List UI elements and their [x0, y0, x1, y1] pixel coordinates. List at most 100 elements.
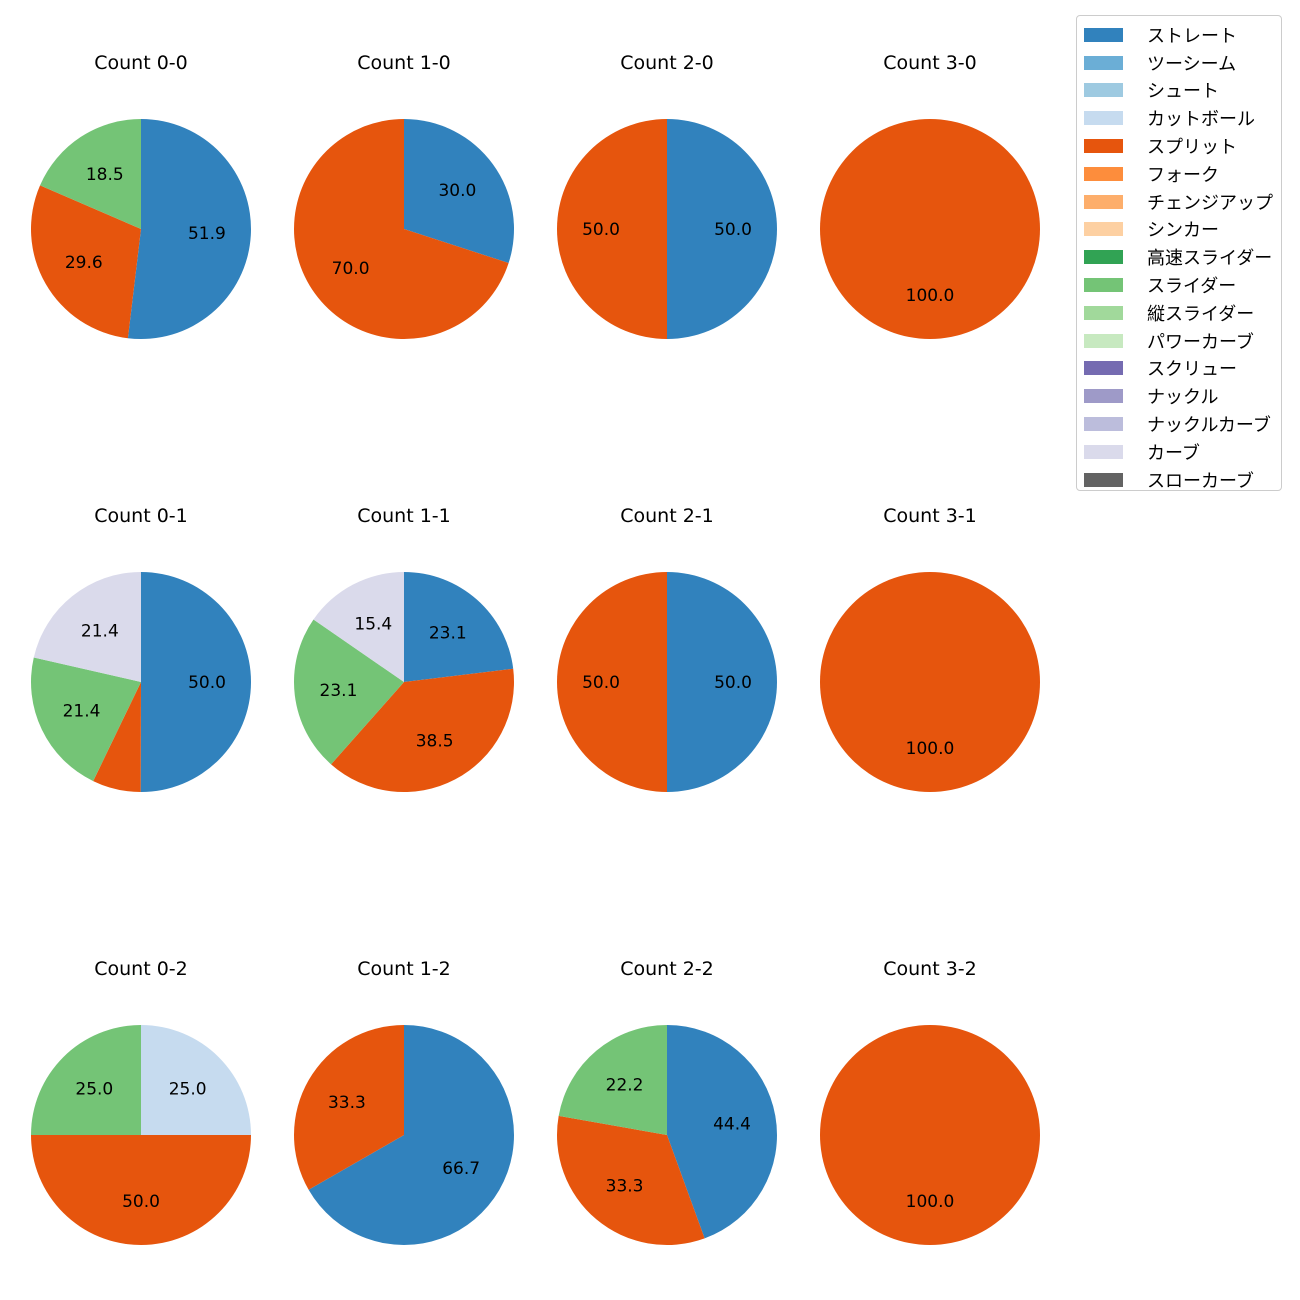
panel-title: Count 0-2 [94, 958, 188, 980]
legend-swatch [1084, 333, 1123, 348]
legend-label: ツーシーム [1147, 53, 1237, 75]
legend: ストレート ツーシーム シュート カットボール スプリット フォーク チェンジアップ シンカー… [1076, 15, 1282, 492]
legend-label: ナックル [1147, 387, 1219, 409]
legend-item: スクリュー [1084, 355, 1281, 383]
panel-title: Count 0-0 [94, 52, 188, 74]
slice-label: 70.0 [332, 259, 370, 279]
pie-panel: Count 1-0 30.0 70.0 [294, 52, 514, 339]
legend-item: シンカー [1084, 216, 1281, 244]
slice-label: 100.0 [906, 1192, 955, 1212]
slice-label: 50.0 [714, 673, 752, 693]
pie-slice [667, 1025, 777, 1239]
pie-slice [31, 185, 141, 339]
pie-panel: Count 3-2 100.0 [820, 958, 1040, 1245]
legend-label: スライダー [1147, 276, 1237, 298]
pie-panel: Count 3-0 100.0 [820, 52, 1040, 339]
slice-label: 33.3 [606, 1177, 644, 1197]
legend-swatch [1084, 444, 1123, 459]
pie-slice [93, 682, 141, 792]
slice-label: 23.1 [320, 681, 358, 701]
pie-slice [294, 119, 509, 339]
legend-item: 縦スライダー [1084, 299, 1281, 327]
panel-title: Count 2-2 [620, 958, 714, 980]
legend-item: フォーク [1084, 160, 1281, 188]
legend-label: スローカーブ [1147, 470, 1254, 492]
legend-label: カーブ [1147, 442, 1200, 464]
legend-swatch [1084, 194, 1123, 209]
legend-swatch [1084, 27, 1123, 42]
slice-label: 50.0 [582, 673, 620, 693]
legend-label: ナックルカーブ [1147, 415, 1271, 437]
pie-slice [127, 119, 252, 339]
panel-title: Count 3-0 [883, 52, 977, 74]
slice-label: 21.4 [81, 621, 119, 641]
pie-slice [331, 668, 515, 792]
legend-label: 縦スライダー [1147, 303, 1255, 325]
pie-slice [141, 1025, 251, 1135]
slice-label: 50.0 [714, 220, 752, 240]
legend-item: スライダー [1084, 271, 1281, 299]
legend-swatch [1084, 250, 1123, 265]
slice-label: 50.0 [582, 220, 620, 240]
legend-swatch [1084, 389, 1123, 404]
pie-slice [667, 572, 777, 792]
legend-label: カットボール [1147, 109, 1255, 131]
slice-label: 25.0 [75, 1079, 113, 1099]
legend-swatch [1084, 166, 1123, 181]
pie-slice [31, 1135, 251, 1245]
slice-label: 21.4 [63, 702, 101, 722]
pie-slice [294, 619, 404, 765]
pie-slice [293, 1025, 404, 1190]
legend-label: 高速スライダー [1147, 248, 1273, 270]
slice-label: 66.7 [442, 1159, 480, 1179]
slice-label: 51.9 [188, 224, 226, 244]
panel-title: Count 1-2 [357, 958, 451, 980]
panel-title: Count 2-1 [620, 505, 714, 527]
pie-slice [404, 572, 514, 682]
pie-slice [820, 572, 1040, 792]
legend-item: ストレート [1084, 21, 1281, 49]
legend-label: フォーク [1147, 164, 1219, 186]
legend-label: スクリュー [1147, 359, 1237, 381]
legend-label: シュート [1147, 81, 1219, 103]
pie-panel: Count 2-1 50.0 50.0 [557, 505, 777, 792]
panel-title: Count 0-1 [94, 505, 188, 527]
legend-swatch [1084, 111, 1123, 126]
legend-item: パワーカーブ [1084, 327, 1281, 355]
legend-swatch [1084, 139, 1123, 154]
legend-item: ナックル [1084, 382, 1281, 410]
pie-panel: Count 3-1 100.0 [820, 505, 1040, 792]
legend-label: チェンジアップ [1147, 192, 1273, 214]
slice-label: 100.0 [906, 286, 955, 306]
legend-item: シュート [1084, 77, 1281, 105]
pie-slice [556, 1115, 705, 1245]
pie-slice [558, 1025, 667, 1135]
slice-label: 38.5 [416, 731, 454, 751]
slice-label: 33.3 [328, 1093, 366, 1113]
slice-label: 44.4 [713, 1115, 751, 1135]
pie-slice [820, 1025, 1040, 1245]
pie-slice [557, 572, 667, 792]
pie-panel: Count 1-2 66.7 33.3 [293, 958, 514, 1245]
legend-swatch [1084, 278, 1123, 293]
legend-swatch [1084, 55, 1123, 70]
legend-swatch [1084, 417, 1123, 432]
pie-slice [313, 572, 404, 682]
legend-swatch [1084, 305, 1123, 320]
slice-label: 22.2 [606, 1075, 644, 1095]
legend-label: パワーカーブ [1147, 331, 1254, 353]
legend-item: カットボール [1084, 104, 1281, 132]
legend-swatch [1084, 83, 1123, 98]
pie-slice [667, 119, 777, 339]
pie-slice [140, 572, 252, 793]
pie-slice [404, 119, 514, 263]
pie-slice [557, 119, 667, 339]
pie-slice [31, 1025, 141, 1135]
panel-title: Count 1-1 [357, 505, 451, 527]
slice-label: 29.6 [65, 253, 103, 273]
pie-slice [40, 118, 141, 229]
pie-slice [820, 119, 1040, 339]
slice-label: 100.0 [906, 739, 955, 759]
slice-label: 18.5 [86, 165, 124, 185]
